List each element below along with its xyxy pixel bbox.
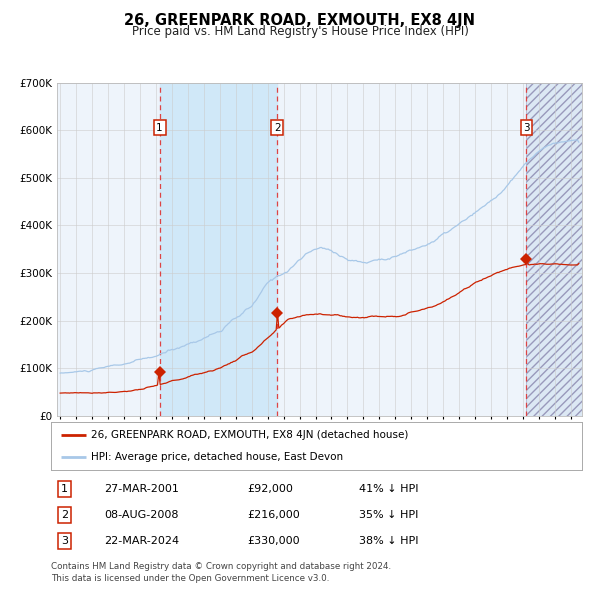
Text: 2: 2 xyxy=(61,510,68,520)
Text: £92,000: £92,000 xyxy=(247,484,293,494)
Text: 08-AUG-2008: 08-AUG-2008 xyxy=(104,510,179,520)
Text: 22-MAR-2024: 22-MAR-2024 xyxy=(104,536,179,546)
Text: 26, GREENPARK ROAD, EXMOUTH, EX8 4JN (detached house): 26, GREENPARK ROAD, EXMOUTH, EX8 4JN (de… xyxy=(91,430,408,440)
Text: 1: 1 xyxy=(156,123,163,133)
Text: £330,000: £330,000 xyxy=(247,536,300,546)
Text: Price paid vs. HM Land Registry's House Price Index (HPI): Price paid vs. HM Land Registry's House … xyxy=(131,25,469,38)
Text: 38% ↓ HPI: 38% ↓ HPI xyxy=(359,536,418,546)
Text: 35% ↓ HPI: 35% ↓ HPI xyxy=(359,510,418,520)
Text: 3: 3 xyxy=(61,536,68,546)
Bar xyxy=(526,83,595,416)
Bar xyxy=(160,83,277,416)
Text: 1: 1 xyxy=(61,484,68,494)
Text: HPI: Average price, detached house, East Devon: HPI: Average price, detached house, East… xyxy=(91,452,343,462)
Text: £216,000: £216,000 xyxy=(247,510,300,520)
Text: 3: 3 xyxy=(523,123,530,133)
Text: 2: 2 xyxy=(274,123,281,133)
Text: 27-MAR-2001: 27-MAR-2001 xyxy=(104,484,179,494)
Text: 26, GREENPARK ROAD, EXMOUTH, EX8 4JN: 26, GREENPARK ROAD, EXMOUTH, EX8 4JN xyxy=(125,13,476,28)
Text: Contains HM Land Registry data © Crown copyright and database right 2024.
This d: Contains HM Land Registry data © Crown c… xyxy=(51,562,391,583)
Text: 41% ↓ HPI: 41% ↓ HPI xyxy=(359,484,418,494)
